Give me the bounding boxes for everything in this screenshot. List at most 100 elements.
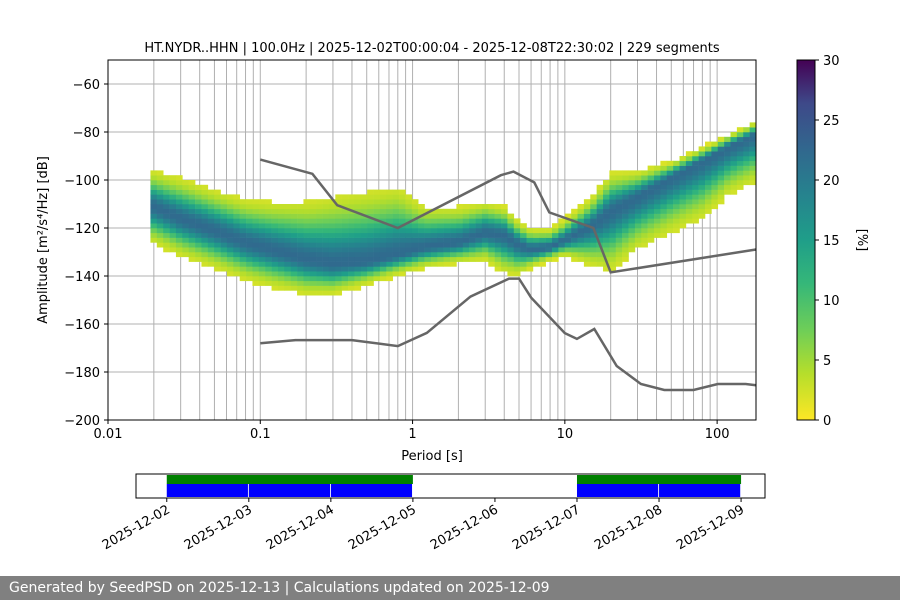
coverage-segment-blue: [248, 484, 330, 497]
psd-heatmap-cell: [169, 223, 177, 229]
psd-heatmap-cell: [628, 242, 636, 248]
psd-heatmap-cell: [182, 237, 189, 243]
psd-heatmap-cell: [284, 247, 291, 253]
psd-heatmap-cell: [188, 242, 196, 248]
psd-heatmap-cell: [290, 256, 298, 262]
psd-heatmap-cell: [367, 199, 374, 205]
psd-heatmap-cell: [252, 213, 260, 219]
psd-heatmap-cell: [526, 228, 534, 234]
psd-heatmap-cell: [513, 252, 521, 258]
psd-heatmap-cell: [552, 237, 559, 243]
psd-heatmap-cell: [736, 175, 744, 181]
psd-heatmap-cell: [717, 175, 725, 181]
psd-heatmap-cell: [277, 232, 285, 238]
psd-heatmap-cell: [571, 237, 578, 243]
psd-heatmap-cell: [226, 232, 234, 238]
psd-heatmap-cell: [698, 175, 706, 181]
psd-heatmap-cell: [226, 252, 234, 258]
psd-heatmap-cell: [201, 228, 209, 234]
psd-heatmap-cell: [290, 242, 298, 248]
psd-heatmap-cell: [175, 194, 183, 200]
psd-heatmap-cell: [475, 232, 483, 238]
psd-heatmap-cell: [360, 256, 368, 262]
psd-heatmap-cell: [679, 208, 687, 214]
psd-heatmap-cell: [379, 194, 387, 200]
psd-heatmap-cell: [705, 204, 712, 210]
psd-heatmap-cell: [456, 213, 464, 219]
psd-heatmap-cell: [628, 232, 636, 238]
psd-heatmap-cell: [603, 247, 610, 253]
psd-heatmap-cell: [246, 271, 253, 277]
psd-heatmap-cell: [328, 276, 336, 282]
psd-heatmap-cell: [596, 189, 604, 195]
psd-heatmap-cell: [590, 223, 597, 229]
psd-heatmap-cell: [654, 194, 661, 200]
psd-heatmap-cell: [258, 276, 266, 282]
psd-heatmap-cell: [316, 266, 323, 272]
psd-heatmap-cell: [169, 232, 177, 238]
psd-heatmap-cell: [316, 247, 323, 253]
psd-heatmap-cell: [328, 256, 336, 262]
psd-heatmap-cell: [430, 242, 438, 248]
psd-heatmap-cell: [316, 290, 323, 296]
psd-heatmap-cell: [736, 180, 744, 186]
psd-heatmap-cell: [654, 184, 661, 190]
psd-heatmap-cell: [328, 213, 336, 219]
psd-heatmap-cell: [309, 232, 317, 238]
psd-heatmap-cell: [673, 170, 680, 176]
psd-heatmap-cell: [622, 189, 629, 195]
psd-heatmap-cell: [303, 218, 311, 224]
psd-heatmap-cell: [609, 261, 617, 267]
psd-heatmap-cell: [539, 252, 546, 258]
psd-heatmap-cell: [430, 252, 438, 258]
psd-heatmap-cell: [309, 256, 317, 262]
psd-heatmap-cell: [309, 213, 317, 219]
psd-heatmap-cell: [526, 261, 534, 267]
psd-heatmap-cell: [494, 208, 502, 214]
psd-heatmap-cell: [354, 223, 362, 229]
psd-heatmap-cell: [328, 280, 336, 286]
psd-heatmap-cell: [679, 170, 687, 176]
psd-heatmap-cell: [564, 223, 572, 229]
psd-heatmap-cell: [405, 252, 413, 258]
psd-heatmap-cell: [615, 208, 623, 214]
psd-heatmap-cell: [341, 247, 349, 253]
psd-heatmap-cell: [679, 156, 687, 162]
psd-heatmap-cell: [271, 204, 279, 210]
psd-heatmap-cell: [583, 261, 591, 267]
psd-heatmap-cell: [297, 271, 304, 277]
psd-heatmap-cell: [207, 218, 215, 224]
psd-heatmap-cell: [354, 204, 362, 210]
psd-heatmap-cell: [322, 228, 330, 234]
psd-heatmap-cell: [424, 223, 432, 229]
psd-heatmap-cell: [399, 261, 406, 267]
psd-heatmap-cell: [163, 218, 170, 224]
psd-heatmap-cell: [226, 256, 234, 262]
psd-heatmap-cell: [188, 256, 196, 262]
y-tick-label: −120: [64, 222, 100, 237]
psd-heatmap-cell: [156, 223, 164, 229]
psd-heatmap-cell: [163, 208, 170, 214]
psd-heatmap-cell: [392, 256, 400, 262]
psd-heatmap-cell: [265, 223, 272, 229]
psd-heatmap-cell: [341, 252, 349, 258]
psd-heatmap-cell: [360, 232, 368, 238]
psd-heatmap-cell: [698, 213, 706, 219]
psd-heatmap-cell: [596, 247, 604, 253]
psd-heatmap-cell: [175, 228, 183, 234]
psd-heatmap-cell: [481, 208, 489, 214]
coverage-segment-blue: [659, 484, 741, 497]
psd-heatmap-cell: [156, 199, 164, 205]
psd-heatmap-cell: [246, 218, 253, 224]
psd-heatmap-cell: [647, 232, 655, 238]
psd-heatmap-cell: [175, 247, 183, 253]
psd-heatmap-cell: [743, 175, 750, 181]
psd-heatmap-cell: [603, 242, 610, 248]
psd-heatmap-cell: [685, 180, 693, 186]
psd-heatmap-cell: [246, 213, 253, 219]
psd-heatmap-cell: [418, 237, 425, 243]
psd-heatmap-cell: [150, 213, 158, 219]
psd-heatmap-cell: [341, 218, 349, 224]
psd-heatmap-cell: [195, 213, 202, 219]
psd-heatmap-cell: [692, 213, 699, 219]
